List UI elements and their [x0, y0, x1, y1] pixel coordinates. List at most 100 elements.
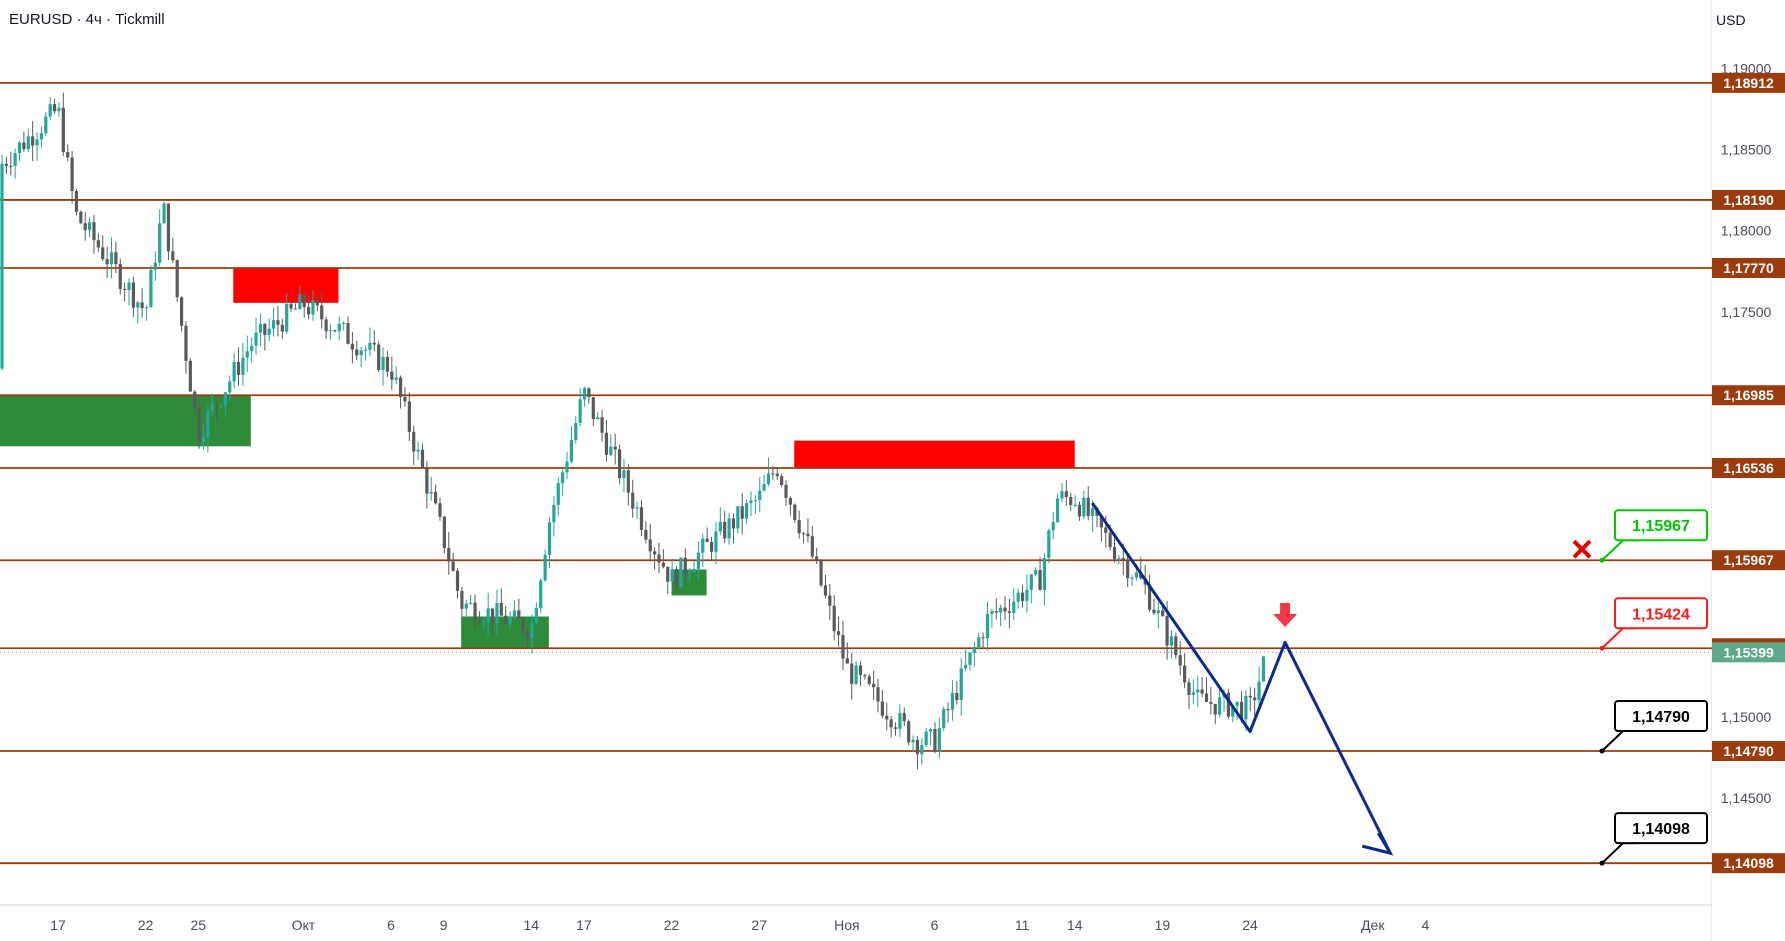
candle-body: [683, 557, 687, 574]
x-tick-label: 22: [664, 917, 680, 933]
level-label-bg: [1712, 257, 1785, 278]
candle-body: [320, 305, 324, 320]
candle-body: [416, 449, 420, 452]
demand-zone: [0, 395, 251, 447]
candle-body: [661, 562, 665, 567]
candle-body: [1055, 498, 1060, 523]
candle-body: [1196, 689, 1200, 693]
y-tick-label: 1,18000: [1721, 223, 1772, 239]
candle-body: [994, 611, 998, 613]
candle-body: [57, 107, 61, 112]
candle-body: [390, 371, 394, 380]
candle-body: [74, 191, 79, 212]
candle-body: [44, 116, 48, 134]
candle-body: [731, 518, 736, 529]
candle-body: [315, 300, 319, 306]
candle-body: [1257, 681, 1261, 701]
candle-body: [858, 665, 863, 676]
y-tick-label: 1,15000: [1721, 709, 1772, 725]
candle-body: [1161, 610, 1165, 616]
candle-body: [1034, 569, 1038, 575]
candle-body: [114, 252, 118, 265]
candle-body: [486, 608, 490, 623]
candle-body: [1104, 527, 1108, 533]
candle-body: [591, 397, 595, 420]
x-tick-label: 17: [50, 917, 66, 933]
y-tick-label: 1,17500: [1721, 304, 1772, 320]
candle-body: [1248, 695, 1252, 698]
candle-body: [902, 713, 906, 722]
candle-body: [1042, 557, 1047, 591]
candle-body: [556, 483, 560, 505]
level-label-bg: [1712, 385, 1785, 406]
level-label: 1,16536: [1723, 460, 1774, 476]
candle-body: [280, 324, 284, 332]
candle-body: [346, 323, 350, 344]
candle-body: [841, 635, 845, 659]
level-label: 1,14098: [1723, 855, 1774, 871]
candle-body: [162, 203, 166, 224]
level-label: 1,14790: [1723, 743, 1774, 759]
candle-body: [631, 492, 635, 509]
candle-body: [1204, 693, 1209, 702]
candle-body: [1187, 682, 1191, 695]
callout-label: 1,14098: [1632, 821, 1690, 838]
callout-pointer: [1601, 627, 1637, 649]
candle-body: [215, 403, 219, 406]
candle-body: [635, 507, 639, 509]
candle-body: [118, 264, 122, 289]
candle-body: [127, 282, 131, 291]
candle-body: [850, 663, 854, 684]
candle-body: [762, 484, 766, 491]
candle-body: [526, 631, 530, 639]
price-axis[interactable]: 1,19000 1,18500 1,18000 1,17500 1,15000 1,145…: [1712, 0, 1785, 941]
supply-zone: [233, 267, 339, 303]
candle-body: [648, 539, 652, 552]
candle-body: [775, 473, 779, 477]
candle-body: [937, 728, 941, 752]
candle-body: [355, 349, 359, 356]
candle-body: [1060, 491, 1064, 499]
candle-body: [981, 637, 985, 639]
candle-body: [574, 422, 578, 441]
candle-body: [784, 484, 788, 498]
candle-body: [311, 300, 315, 315]
candle-body: [1239, 701, 1244, 720]
candle-body: [123, 288, 127, 291]
candle-body: [666, 566, 670, 582]
candle-body: [79, 211, 83, 224]
zones-layer: [0, 267, 1075, 649]
candle-body: [1156, 610, 1160, 614]
candle-body: [385, 356, 390, 372]
candle-body: [1147, 584, 1152, 610]
candle-body: [727, 518, 731, 539]
candle-body: [232, 361, 236, 382]
candle-body: [1130, 577, 1134, 579]
candle-body: [451, 561, 455, 571]
candle-body: [9, 165, 13, 167]
candle-body: [258, 324, 263, 333]
candle-body: [17, 142, 22, 154]
candle-body: [1099, 515, 1103, 528]
forecast-arrowhead: [1361, 832, 1394, 856]
level-label-bg: [1712, 189, 1785, 210]
candle-body: [521, 618, 525, 632]
annotation-layer: 1,15967 1,15424 1,14790 1,14098: [1091, 502, 1708, 866]
candle-body: [569, 440, 573, 462]
candle-body: [701, 538, 705, 553]
candle-body: [1064, 491, 1068, 498]
candle-body: [31, 136, 35, 146]
x-tick-label: 6: [931, 917, 939, 933]
candle-body: [1218, 697, 1222, 715]
time-axis[interactable]: 17 22 25 Окт 6 9 14 17 22 27 Ноя 6 11 14 19 24 Дек 4: [50, 917, 1429, 933]
candle-body: [359, 350, 363, 356]
candle-body: [1025, 589, 1029, 601]
x-tick-label: 24: [1242, 917, 1258, 933]
candle-body: [1191, 692, 1195, 695]
candle-body: [158, 223, 162, 263]
candle-body: [508, 617, 512, 624]
candle-body: [692, 568, 696, 573]
candle-body: [425, 467, 429, 494]
candle-body: [96, 240, 100, 248]
